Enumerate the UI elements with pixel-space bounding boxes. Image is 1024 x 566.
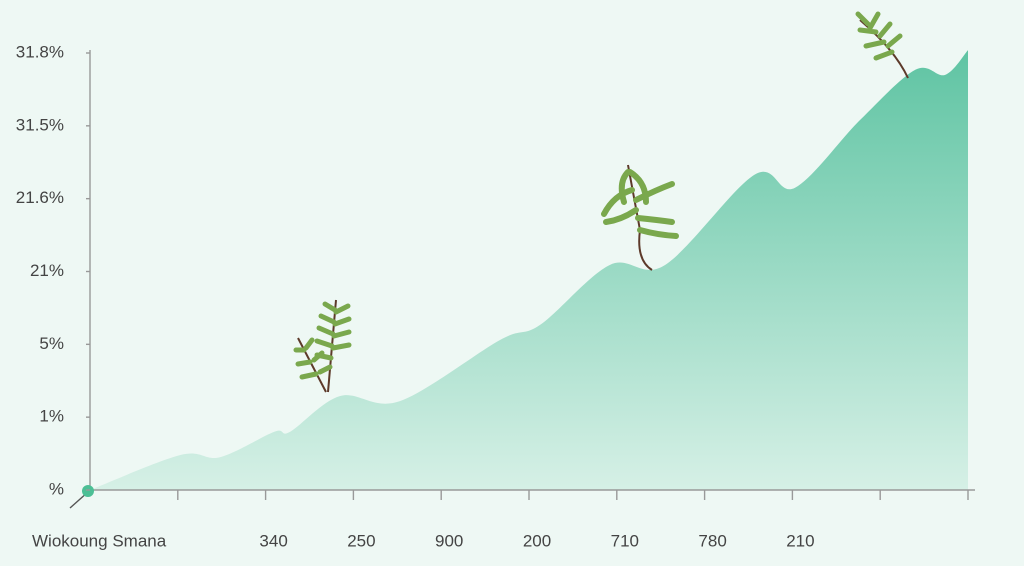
y-tick-label: 21.6%	[16, 188, 64, 207]
y-tick-label: 21%	[30, 261, 64, 280]
y-tick-label: 1%	[39, 407, 64, 426]
leaf-decoration	[293, 11, 909, 393]
x-tick-label: 780	[698, 531, 726, 550]
area	[90, 50, 968, 490]
origin-dot	[82, 485, 94, 497]
plot-area	[90, 50, 968, 490]
y-tick-label: 31.8%	[16, 42, 64, 61]
x-tick-label: 210	[786, 531, 814, 550]
y-tick-label: %	[49, 479, 64, 498]
x-tick-label: 340	[259, 531, 287, 550]
y-tick-label: 5%	[39, 334, 64, 353]
x-tick-label: 250	[347, 531, 375, 550]
x-tick-label: 200	[523, 531, 551, 550]
y-tick-label: 31.5%	[16, 115, 64, 134]
x-tick-label: 710	[611, 531, 639, 550]
x-axis-title: Wiokoung Smana	[32, 531, 167, 550]
x-tick-label: 900	[435, 531, 463, 550]
